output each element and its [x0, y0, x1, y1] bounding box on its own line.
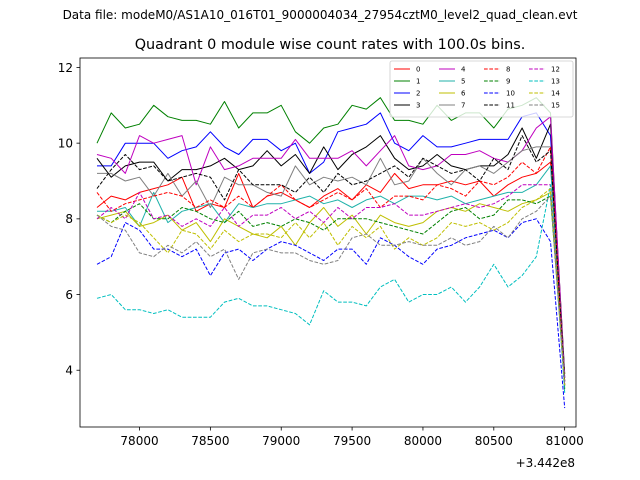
series-line-11 [96, 135, 566, 382]
x-tick-label: 78500 [191, 434, 229, 448]
series-line-13 [96, 184, 566, 393]
legend-label-0: 0 [416, 66, 420, 74]
series-line-12 [96, 184, 566, 382]
y-tick-label: 12 [58, 61, 73, 75]
legend-label-12: 12 [551, 66, 560, 74]
legend-label-7: 7 [461, 102, 465, 110]
series-line-10 [96, 218, 566, 409]
y-tick-label: 10 [58, 136, 73, 150]
legend-label-13: 13 [551, 78, 560, 86]
x-tick-label: 79000 [262, 434, 300, 448]
series-line-8 [96, 146, 566, 386]
series-line-5 [97, 165, 566, 382]
series-line-14 [96, 188, 566, 386]
chart-title: Quadrant 0 module wise count rates with … [135, 37, 526, 53]
legend-label-9: 9 [506, 78, 510, 86]
x-tick-label: 80000 [404, 434, 442, 448]
series-line-9 [96, 195, 566, 386]
series-lines [96, 97, 566, 409]
legend-label-4: 4 [461, 66, 466, 74]
series-line-4 [96, 116, 566, 378]
y-axis: 4 6 8 10 12 [58, 61, 80, 378]
legend-box [389, 60, 574, 118]
x-tick-label: 81000 [546, 434, 584, 448]
legend-label-2: 2 [416, 90, 420, 98]
legend-label-3: 3 [416, 102, 420, 110]
legend-label-6: 6 [461, 90, 466, 98]
y-tick-label: 8 [65, 212, 73, 226]
plot-frame [79, 57, 577, 428]
legend-label-14: 14 [551, 90, 560, 98]
y-tick-label: 4 [65, 364, 73, 378]
series-line-0 [96, 161, 566, 386]
x-tick-label: 80500 [475, 434, 513, 448]
x-tick-label: 79500 [333, 434, 371, 448]
legend-label-1: 1 [416, 78, 420, 86]
x-axis-offset-label: +3.442e8 [516, 456, 575, 470]
series-line-1 [96, 97, 566, 390]
legend-label-5: 5 [461, 78, 465, 86]
x-axis: 78000 78500 79000 79500 80000 80500 81000 [120, 427, 584, 448]
figure-suptitle: Data file: modeM0/AS1A10_016T01_90000040… [62, 8, 578, 22]
legend-label-10: 10 [506, 90, 515, 98]
legend-label-15: 15 [551, 102, 560, 110]
series-line-15 [96, 195, 566, 386]
legend-label-8: 8 [506, 66, 510, 74]
legend-label-11: 11 [506, 102, 515, 110]
x-tick-label: 78000 [120, 434, 158, 448]
y-tick-label: 6 [65, 288, 73, 302]
series-line-2 [97, 112, 566, 378]
